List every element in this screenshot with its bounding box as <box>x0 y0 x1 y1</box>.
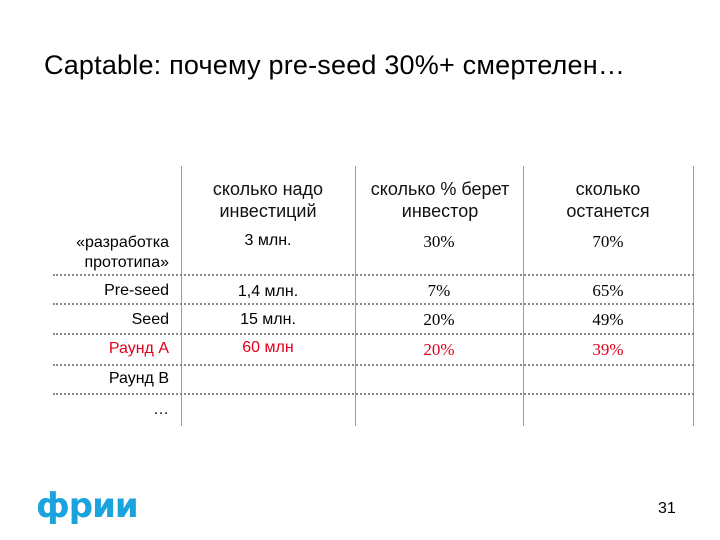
column-divider <box>523 166 524 426</box>
cell-investor-share: 7% <box>427 281 451 300</box>
row-divider <box>53 333 694 335</box>
row-label-round-b: Раунд В <box>108 370 169 387</box>
row-divider <box>53 274 694 276</box>
row-label-round-a: Раунд А <box>108 340 169 357</box>
row-label-preseed: Pre-seed <box>104 282 169 299</box>
frii-logo: фрии <box>36 486 139 526</box>
row-divider <box>53 364 694 366</box>
cell-investment: 3 млн. <box>244 232 292 249</box>
row-label-ellipsis: … <box>153 401 169 418</box>
page-number: 31 <box>658 500 676 517</box>
cell-remaining: 39% <box>592 340 624 359</box>
row-divider <box>53 393 694 395</box>
header-investor-share: сколько % берет инвестор <box>370 179 510 221</box>
cell-remaining: 70% <box>592 232 624 251</box>
cell-investor-share: 20% <box>423 310 455 329</box>
cell-investor-share: 30% <box>423 232 455 251</box>
cell-remaining: 49% <box>592 310 624 329</box>
column-divider <box>355 166 356 426</box>
header-remaining: сколько останется <box>566 179 650 221</box>
cell-investment: 15 млн. <box>240 311 296 328</box>
cell-remaining: 65% <box>592 281 624 300</box>
cell-investor-share: 20% <box>423 340 455 359</box>
cell-investment: 1,4 млн. <box>237 283 299 300</box>
row-divider <box>53 303 694 305</box>
slide-title: Captable: почему pre-seed 30%+ смертелен… <box>44 50 626 80</box>
cell-investment: 60 млн <box>242 339 294 356</box>
column-divider <box>693 166 694 426</box>
row-label-seed: Seed <box>131 311 169 328</box>
column-divider <box>181 166 182 426</box>
header-investment: сколько надо инвестиций <box>212 179 324 221</box>
row-label-prototype: «разработка прототипа» <box>76 234 169 271</box>
